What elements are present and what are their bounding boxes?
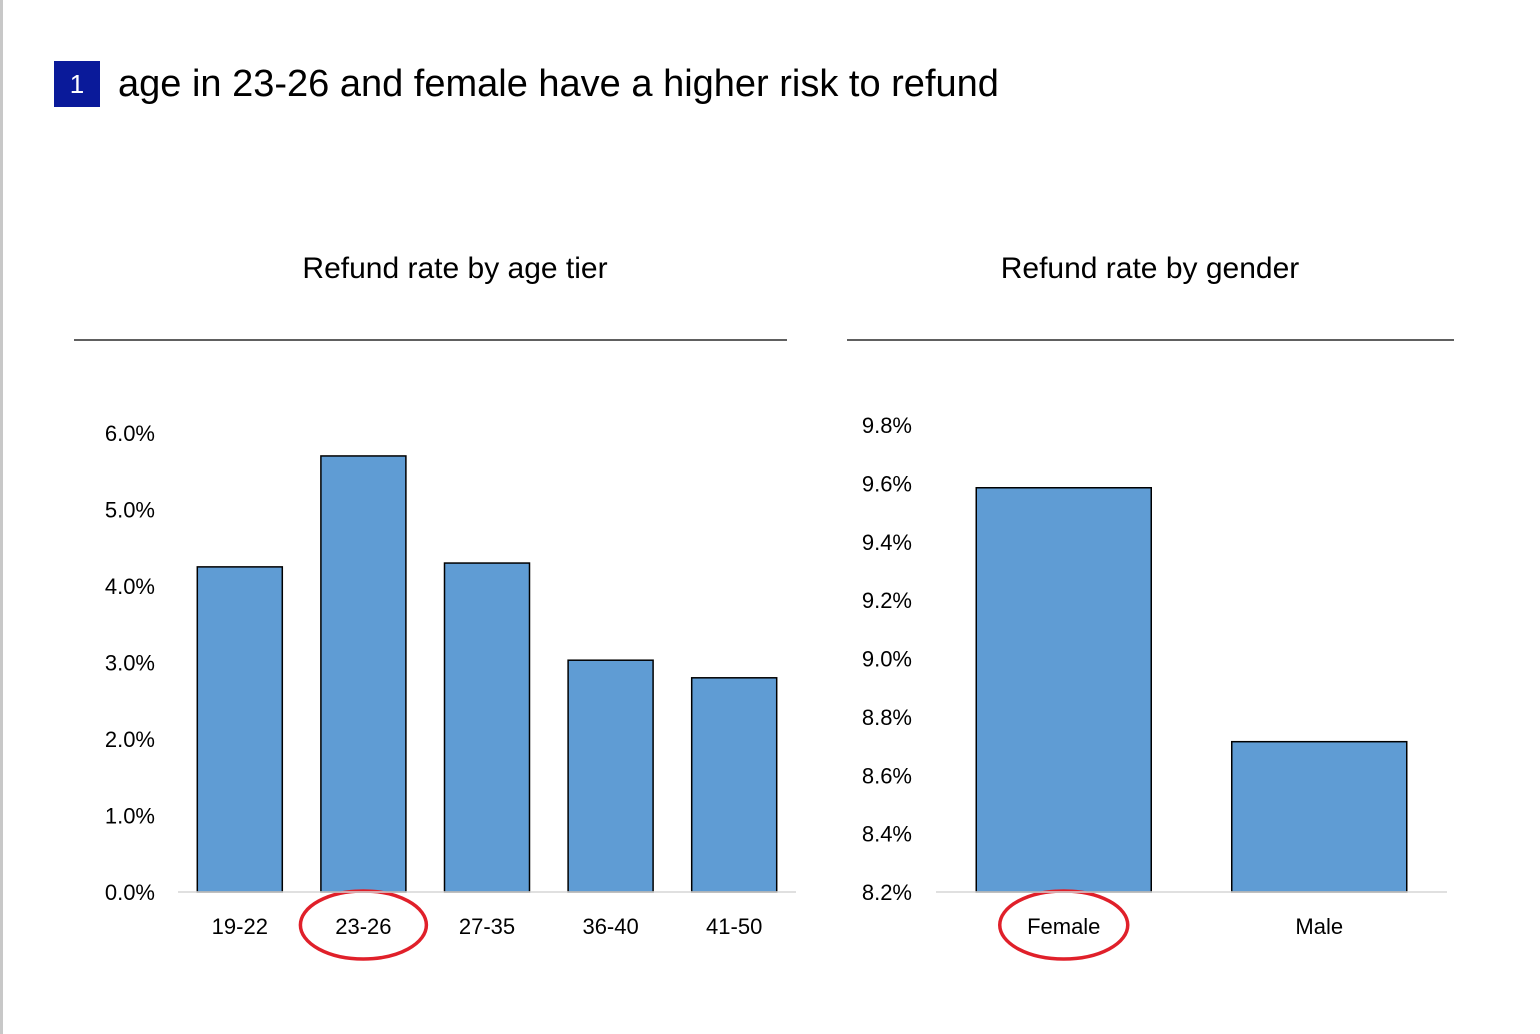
age-y-tick-label: 3.0% <box>105 651 155 676</box>
age-y-tick-label: 4.0% <box>105 574 155 599</box>
age-bar-23-26 <box>320 455 407 893</box>
age-chart-group: Refund rate by age tier 0.0% 1.0% 2.0% 3.0% 4… <box>74 252 796 961</box>
age-highlight-circle <box>298 889 429 961</box>
gender-y-tick-label: 8.2% <box>862 880 912 905</box>
gender-x-tick-label: Female <box>1027 914 1100 939</box>
gender-bar-female <box>975 487 1152 893</box>
age-x-tick-label: 41-50 <box>706 914 762 939</box>
gender-chart-title: Refund rate by gender <box>1001 252 1300 285</box>
gender-x-tick-label: Male <box>1295 914 1343 939</box>
age-y-tick-label: 5.0% <box>105 498 155 523</box>
age-bar-41-50 <box>690 677 778 893</box>
slide-header: 1 age in 23-26 and female have a higher … <box>54 60 999 108</box>
age-bar-36-40 <box>567 659 654 893</box>
gender-y-tick-label: 8.8% <box>862 705 912 730</box>
age-x-tick-label: 27-35 <box>459 914 515 939</box>
age-bar-19-22 <box>196 566 284 893</box>
age-y-tick-label: 2.0% <box>105 727 155 752</box>
slide-headline: age in 23-26 and female have a higher ri… <box>118 63 999 105</box>
gender-y-tick-label: 9.0% <box>862 647 912 672</box>
age-bar-27-35 <box>443 562 531 893</box>
gender-y-tick-label: 8.4% <box>862 822 912 847</box>
page-left-border <box>0 0 3 1034</box>
gender-y-tick-label: 9.8% <box>862 413 912 438</box>
section-number-badge: 1 <box>54 61 100 107</box>
gender-highlight-circle <box>998 889 1130 961</box>
age-y-tick-label: 6.0% <box>105 421 155 446</box>
gender-y-tick-label: 9.2% <box>862 588 912 613</box>
gender-y-tick-label: 9.6% <box>862 471 912 496</box>
gender-chart-group: Refund rate by gender 8.2% 8.4% 8.6% 8.8% 9.0… <box>847 252 1454 961</box>
age-y-tick-label: 0.0% <box>105 880 155 905</box>
gender-y-tick-label: 8.6% <box>862 763 912 788</box>
age-chart-title: Refund rate by age tier <box>302 252 607 285</box>
gender-y-tick-label: 9.4% <box>862 530 912 555</box>
age-x-tick-label: 36-40 <box>582 914 638 939</box>
age-x-tick-label: 19-22 <box>212 914 268 939</box>
age-x-tick-label: 23-26 <box>335 914 391 939</box>
gender-bar-male <box>1231 740 1408 893</box>
age-y-tick-label: 1.0% <box>105 804 155 829</box>
